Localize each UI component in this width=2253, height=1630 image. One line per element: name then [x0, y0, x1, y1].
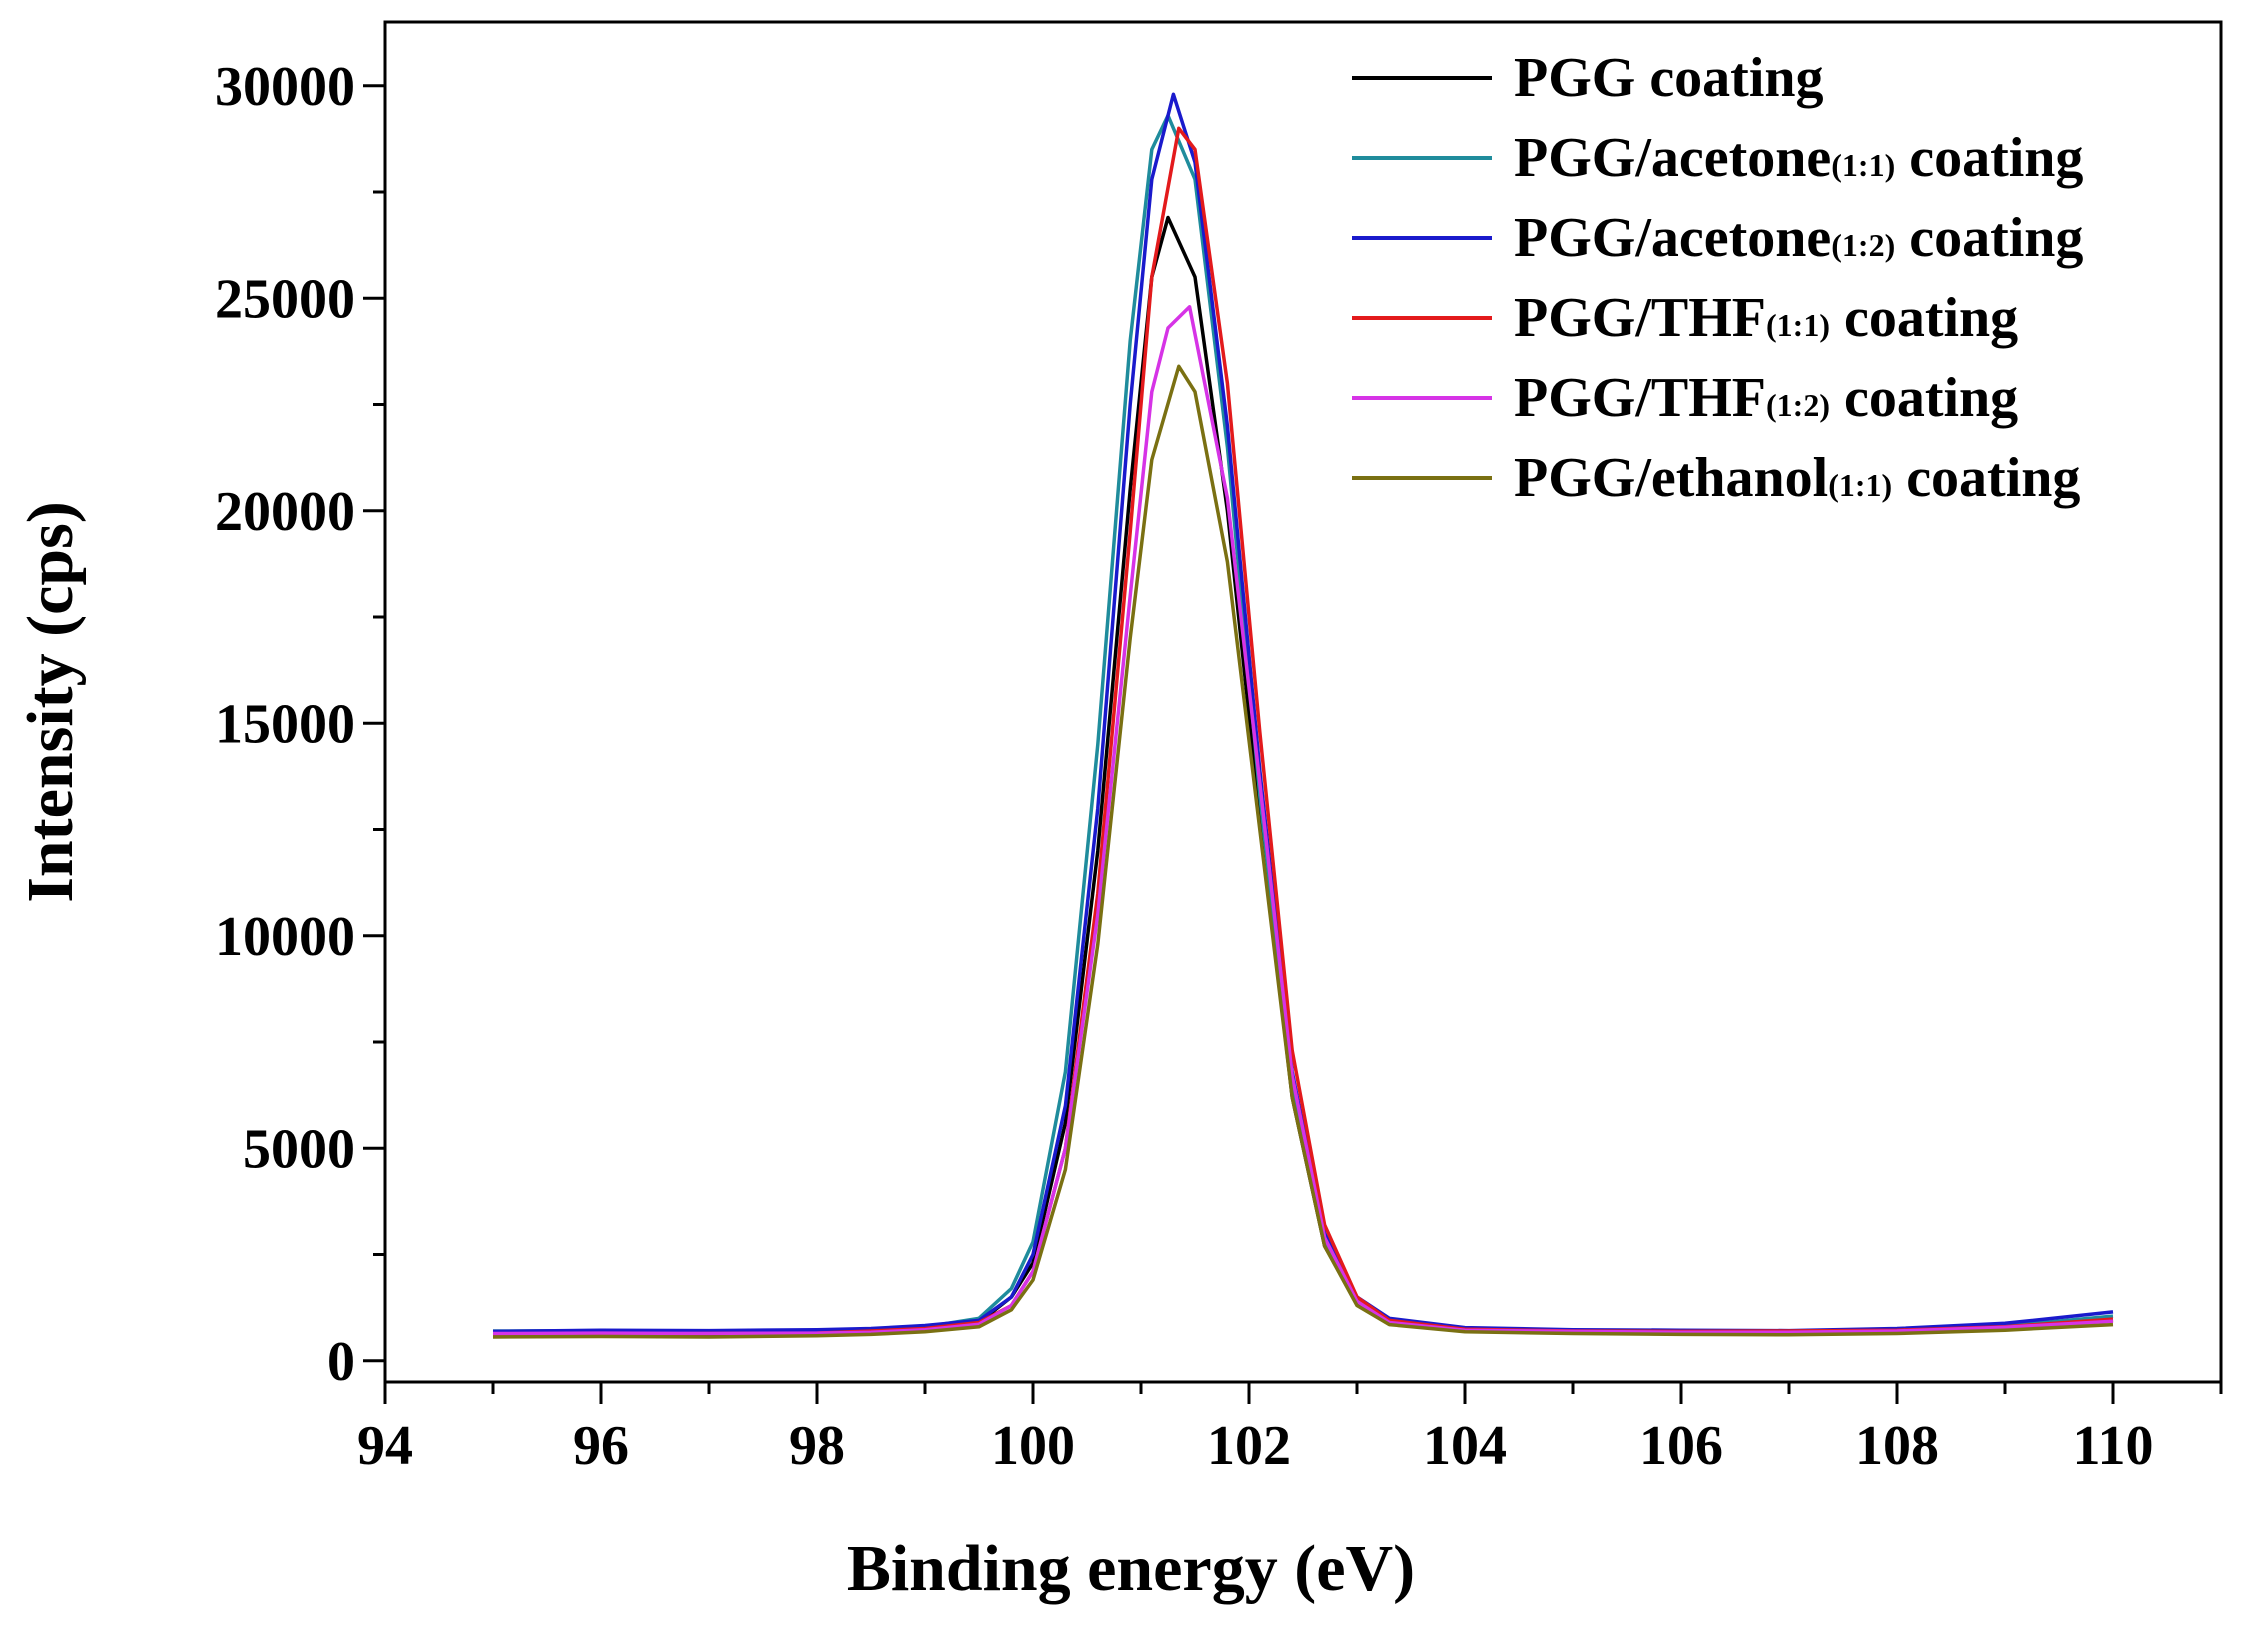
y-tick-label: 15000	[215, 693, 355, 755]
x-tick-label: 108	[1855, 1415, 1939, 1477]
x-tick-label: 100	[991, 1415, 1075, 1477]
legend-label: PGG coating	[1514, 47, 1824, 109]
axis-ticks	[363, 84, 2223, 1404]
series-line-6	[492, 364, 2114, 1339]
legend-item: PGG/THF(1:2) coating	[1352, 367, 2018, 429]
series-line-5	[492, 305, 2114, 1336]
x-tick-label: 102	[1207, 1415, 1291, 1477]
x-axis-title: Binding energy (eV)	[847, 1532, 1415, 1605]
legend-label: PGG/ethanol(1:1) coating	[1514, 447, 2080, 509]
x-tick-label: 94	[357, 1415, 413, 1477]
axis-tick-labels: 94 96 98 100 102 104 106 108 110 0 5000 10000 15000 2…	[215, 56, 2153, 1477]
y-tick-label: 20000	[215, 481, 355, 543]
legend-item: PGG/THF(1:1) coating	[1352, 287, 2018, 349]
legend-label: PGG/THF(1:2) coating	[1514, 367, 2018, 429]
legend-item: PGG/acetone(1:2) coating	[1352, 207, 2083, 269]
y-tick-label: 30000	[215, 56, 355, 118]
x-tick-label: 106	[1639, 1415, 1723, 1477]
legend-item: PGG/ethanol(1:1) coating	[1352, 447, 2080, 509]
x-tick-label: 110	[2073, 1415, 2154, 1477]
legend-item: PGG/acetone(1:1) coating	[1352, 127, 2083, 189]
legend-item: PGG coating	[1352, 47, 1824, 109]
legend-label: PGG/acetone(1:1) coating	[1514, 127, 2083, 189]
x-tick-label: 104	[1423, 1415, 1507, 1477]
series-lines	[492, 92, 2114, 1339]
y-tick-label: 0	[327, 1331, 355, 1393]
y-axis-title: Intensity (cps)	[14, 501, 87, 903]
y-tick-label: 25000	[215, 268, 355, 330]
y-tick-label: 5000	[243, 1118, 355, 1180]
legend-label: PGG/acetone(1:2) coating	[1514, 207, 2083, 269]
plot-frame	[383, 20, 2223, 1384]
legend-label: PGG/THF(1:1) coating	[1514, 287, 2018, 349]
x-tick-label: 98	[789, 1415, 845, 1477]
x-tick-label: 96	[573, 1415, 629, 1477]
y-tick-label: 10000	[215, 906, 355, 968]
legend: PGG coating PGG/acetone(1:1) coating PGG/a…	[1352, 47, 2083, 509]
